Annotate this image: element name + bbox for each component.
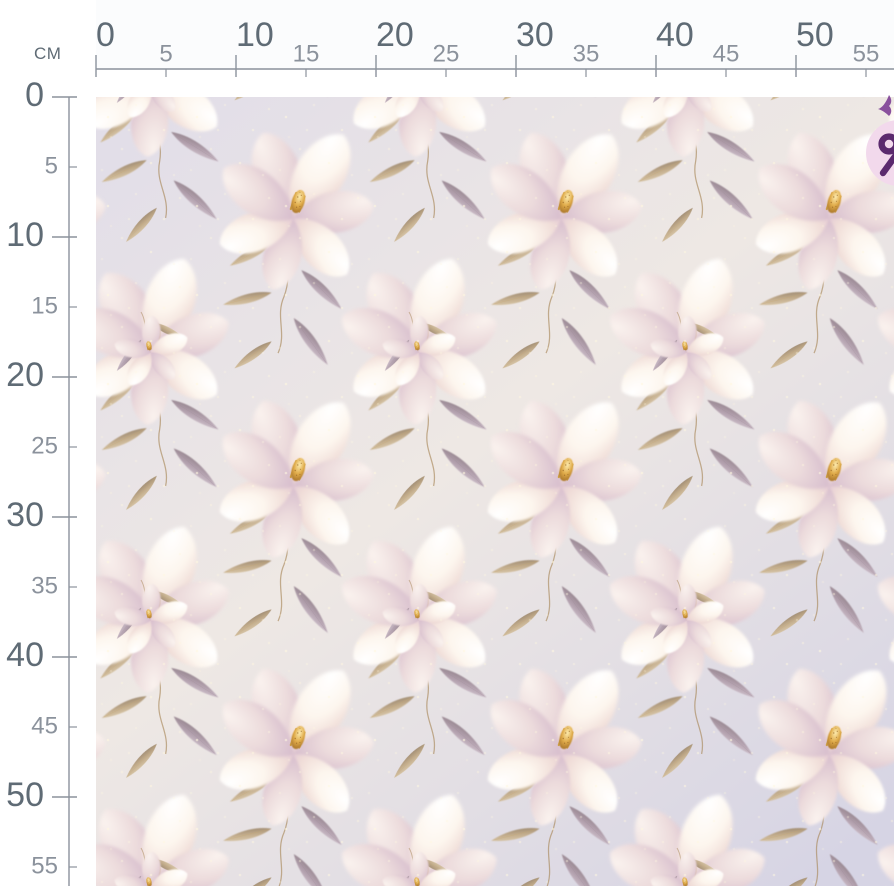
svg-text:10: 10 <box>6 216 44 254</box>
svg-text:55: 55 <box>853 41 880 68</box>
svg-text:40: 40 <box>6 636 44 674</box>
svg-text:10: 10 <box>236 16 274 54</box>
svg-text:5: 5 <box>45 152 58 179</box>
svg-text:30: 30 <box>6 496 44 534</box>
svg-text:15: 15 <box>31 292 58 319</box>
svg-text:0: 0 <box>25 76 44 114</box>
svg-text:45: 45 <box>31 712 58 739</box>
svg-text:25: 25 <box>433 41 460 68</box>
svg-text:55: 55 <box>31 852 58 879</box>
svg-text:45: 45 <box>713 41 740 68</box>
svg-text:20: 20 <box>376 16 414 54</box>
svg-text:50: 50 <box>796 16 834 54</box>
svg-text:40: 40 <box>656 16 694 54</box>
svg-text:15: 15 <box>293 41 320 68</box>
svg-text:35: 35 <box>573 41 600 68</box>
svg-text:30: 30 <box>516 16 554 54</box>
svg-text:25: 25 <box>31 432 58 459</box>
svg-text:35: 35 <box>31 572 58 599</box>
svg-text:20: 20 <box>6 356 44 394</box>
svg-text:5: 5 <box>159 41 172 68</box>
svg-text:50: 50 <box>6 776 44 814</box>
svg-text:0: 0 <box>96 16 115 54</box>
